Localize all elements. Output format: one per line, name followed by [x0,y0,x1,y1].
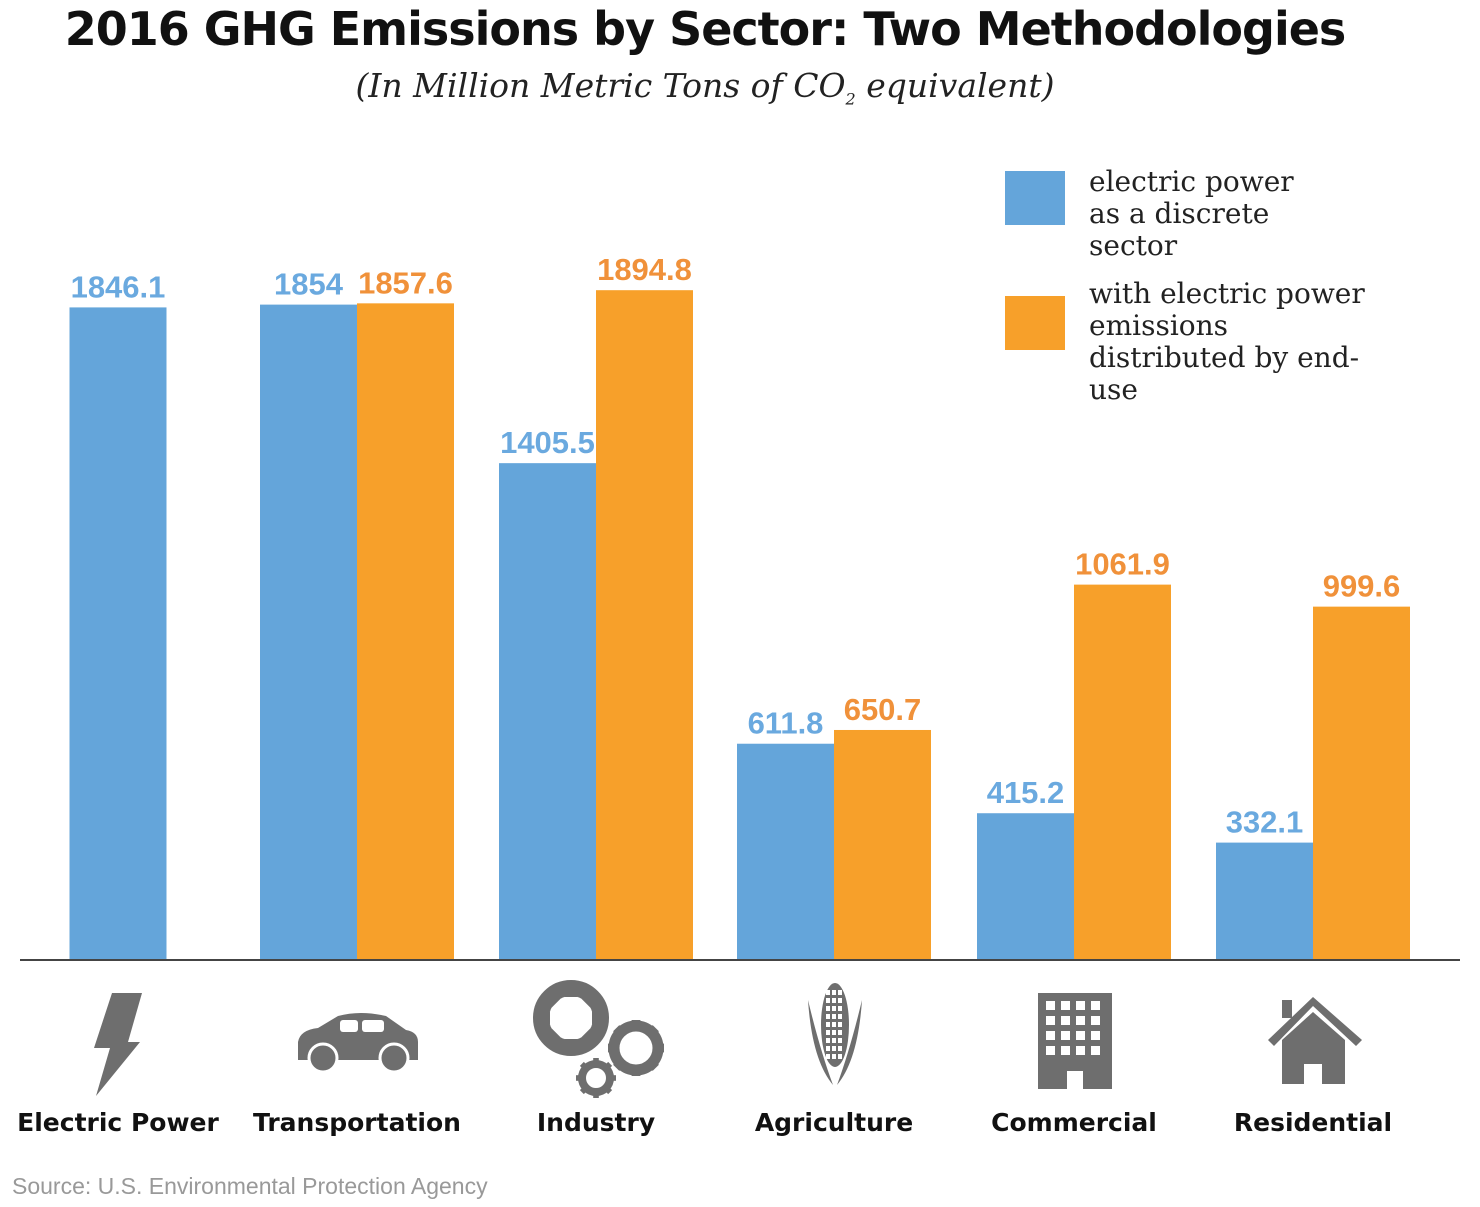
data-label: 1061.9 [1075,547,1170,582]
source-note: Source: U.S. Environmental Protection Ag… [12,1173,488,1199]
data-label: 1857.6 [358,265,453,300]
data-label: 1894.8 [597,252,692,287]
data-label: 332.1 [1226,805,1304,840]
category-label: Agriculture [755,1108,913,1137]
bar-distributed [1074,584,1171,960]
bar-distributed [834,729,931,960]
data-label: 611.8 [748,706,824,741]
subtitle-text: (In Million Metric Tons of CO [355,66,846,105]
data-label: 415.2 [987,775,1065,810]
car-icon [298,1013,418,1074]
legend-label-distributed: with electric power emissions distribute… [1089,277,1365,406]
data-label: 1405.5 [500,425,595,460]
bar-discrete [977,813,1074,960]
data-label: 999.6 [1323,569,1401,604]
bar-discrete [499,463,596,960]
bar-distributed [357,303,454,961]
bar-distributed [596,290,693,960]
corn-icon [808,983,862,1085]
chart-title: 2016 GHG Emissions by Sector: Two Method… [64,2,1347,56]
legend-label-discrete: electric power as a discrete sector [1089,165,1294,262]
category-label: Industry [537,1108,655,1137]
category-label: Commercial [991,1108,1157,1137]
data-label: 650.7 [844,692,922,727]
category-label: Residential [1234,1108,1392,1137]
bar-discrete [69,307,167,960]
category-label: Transportation [253,1108,461,1137]
lightning-icon [94,993,142,1096]
bar-discrete [1216,842,1313,960]
bar-discrete [260,304,357,961]
subtitle-suffix: equivalent) [855,66,1055,105]
house-icon [1268,997,1362,1084]
legend-swatch-distributed [1005,296,1065,350]
legend-swatch-discrete [1005,171,1065,225]
category-label: Electric Power [17,1108,219,1137]
building-icon [1038,993,1112,1089]
gears-icon [533,980,664,1098]
bar-distributed [1313,606,1410,960]
data-label: 1854 [274,267,344,302]
data-label: 1846.1 [71,269,166,304]
subtitle-subscript: 2 [845,89,856,109]
bar-discrete [737,743,834,960]
chart-subtitle: (In Million Metric Tons of CO2 equivalen… [0,66,1410,109]
